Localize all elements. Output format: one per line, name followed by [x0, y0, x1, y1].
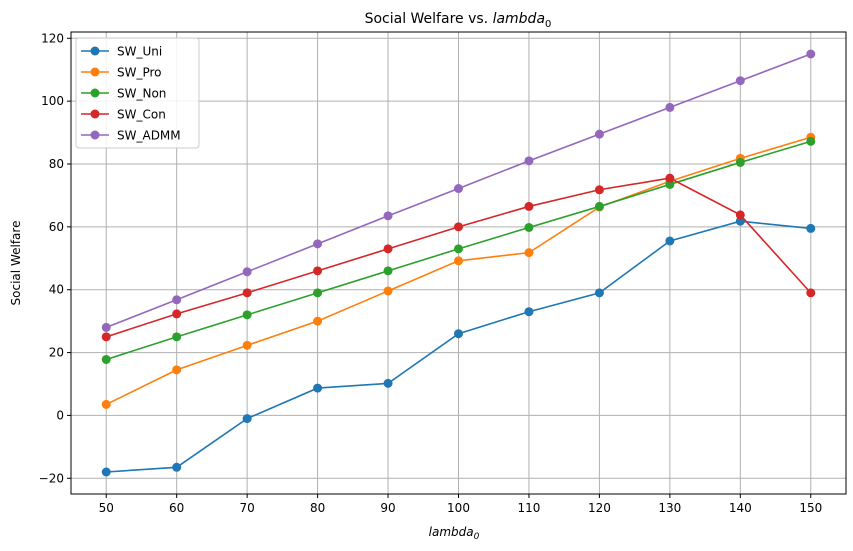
data-point-sw-admm [806, 49, 816, 59]
y-tick-label: 40 [49, 283, 64, 297]
x-axis-label: lambda0 [429, 525, 480, 542]
y-tick-label: 120 [41, 31, 64, 45]
y-tick-label: 20 [49, 346, 64, 360]
x-tick-label: 120 [588, 501, 611, 515]
x-tick-label: 140 [729, 501, 752, 515]
data-point-sw-con [454, 222, 463, 232]
chart-title: Social Welfare vs. lambda0 [365, 11, 552, 30]
data-point-sw-con [383, 244, 393, 254]
data-point-sw-admm [172, 295, 182, 305]
data-point-sw-uni [594, 288, 604, 298]
data-point-sw-admm [524, 156, 534, 166]
data-point-sw-con [594, 185, 604, 195]
x-tick-label: 50 [99, 501, 114, 515]
data-point-sw-admm [242, 267, 252, 277]
data-point-sw-uni [172, 462, 182, 472]
y-tick-label: −20 [39, 471, 64, 485]
data-point-sw-uni [665, 236, 675, 246]
data-point-sw-uni [313, 383, 323, 393]
series-points [101, 49, 816, 477]
data-point-sw-pro [242, 340, 252, 350]
data-point-sw-pro [101, 399, 111, 409]
data-point-sw-non [383, 266, 393, 276]
data-point-sw-pro [524, 248, 534, 258]
data-point-sw-uni [383, 378, 393, 388]
x-tick-label: 100 [447, 501, 470, 515]
data-point-sw-uni [242, 414, 252, 424]
y-tick-label: 100 [41, 94, 64, 108]
x-tick-label: 80 [310, 501, 325, 515]
y-tick-label: 80 [49, 157, 64, 171]
y-tick-label: 60 [49, 220, 64, 234]
legend-marker-sw-pro [90, 67, 100, 77]
y-tick-label: 0 [56, 408, 64, 422]
y-axis: −20 0 20 40 60 80 100 120 [39, 31, 71, 485]
legend-marker-sw-con [90, 109, 100, 119]
data-point-sw-con [172, 309, 182, 319]
legend-label-sw-pro: SW_Pro [117, 66, 162, 80]
x-axis: 50 60 70 80 90 100 110 120 130 140 150 [99, 494, 822, 515]
data-point-sw-pro [454, 256, 463, 266]
data-point-sw-con [313, 266, 323, 276]
data-point-sw-admm [313, 239, 323, 249]
legend-marker-sw-admm [90, 130, 100, 140]
data-point-sw-uni [454, 329, 463, 339]
data-point-sw-uni [806, 223, 816, 233]
data-point-sw-admm [594, 129, 604, 139]
x-tick-label: 70 [239, 501, 254, 515]
data-point-sw-non [313, 288, 323, 298]
data-point-sw-non [101, 354, 111, 364]
data-point-sw-admm [101, 322, 111, 332]
data-point-sw-non [806, 136, 816, 146]
data-point-sw-admm [665, 102, 675, 112]
data-point-sw-admm [454, 184, 463, 194]
data-point-sw-admm [383, 211, 393, 221]
y-axis-label: Social Welfare [9, 221, 23, 306]
legend-label-sw-non: SW_Non [117, 87, 166, 101]
data-point-sw-uni [524, 307, 534, 317]
legend-label-sw-con: SW_Con [117, 108, 166, 122]
legend-marker-sw-non [90, 88, 100, 98]
data-point-sw-pro [313, 316, 323, 326]
data-point-sw-uni [101, 467, 111, 477]
data-point-sw-con [806, 288, 816, 298]
x-tick-label: 130 [658, 501, 681, 515]
data-point-sw-con [524, 201, 534, 211]
data-point-sw-non [524, 222, 534, 232]
data-point-sw-non [735, 157, 745, 167]
legend-frame [75, 37, 200, 149]
data-point-sw-non [242, 310, 252, 320]
x-tick-label: 150 [799, 501, 822, 515]
legend-marker-sw-uni [90, 46, 100, 56]
data-point-sw-admm [735, 76, 745, 86]
data-point-sw-con [735, 210, 745, 220]
data-point-sw-non [454, 244, 463, 254]
legend-label-sw-admm: SW_ADMM [117, 129, 181, 143]
data-point-sw-non [665, 179, 675, 189]
data-point-sw-non [594, 201, 604, 211]
x-tick-label: 110 [518, 501, 541, 515]
data-point-sw-con [101, 332, 111, 342]
legend: SW_Uni SW_Pro SW_Non SW_Con SW_ADMM [75, 37, 200, 149]
data-point-sw-non [172, 332, 182, 342]
x-tick-label: 90 [380, 501, 395, 515]
legend-label-sw-uni: SW_Uni [117, 45, 162, 59]
data-point-sw-pro [172, 365, 182, 375]
data-point-sw-con [665, 173, 675, 183]
data-point-sw-con [242, 288, 252, 298]
data-point-sw-uni [735, 216, 745, 226]
x-tick-label: 60 [169, 501, 184, 515]
data-point-sw-pro [383, 286, 393, 296]
